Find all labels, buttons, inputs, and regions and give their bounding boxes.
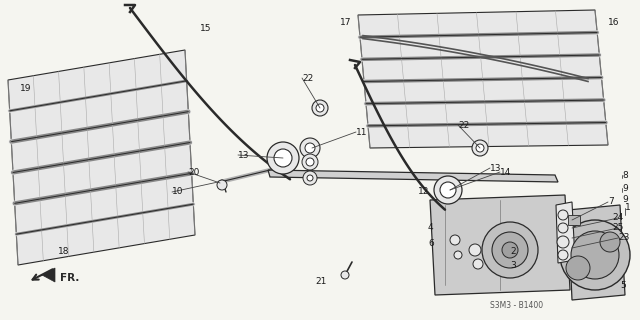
Text: 12: 12 (418, 188, 429, 196)
Circle shape (600, 232, 620, 252)
Text: 5: 5 (620, 281, 626, 290)
Circle shape (502, 242, 518, 258)
Text: 9: 9 (622, 196, 628, 204)
Text: 10: 10 (172, 188, 184, 196)
Circle shape (492, 232, 528, 268)
Text: 19: 19 (20, 84, 31, 92)
Circle shape (267, 142, 299, 174)
Polygon shape (42, 268, 55, 282)
Circle shape (571, 231, 619, 279)
Circle shape (302, 154, 318, 170)
Circle shape (566, 256, 590, 280)
Text: 13: 13 (238, 150, 250, 159)
Text: 15: 15 (200, 23, 211, 33)
Circle shape (312, 100, 328, 116)
Text: 21: 21 (315, 277, 326, 286)
Text: FR.: FR. (60, 273, 79, 283)
Circle shape (434, 176, 462, 204)
Polygon shape (568, 215, 580, 225)
Circle shape (274, 149, 292, 167)
Circle shape (454, 251, 462, 259)
Text: 25: 25 (612, 223, 623, 233)
Circle shape (558, 250, 568, 260)
Circle shape (307, 175, 313, 181)
Circle shape (303, 171, 317, 185)
Text: 3: 3 (510, 261, 516, 270)
Text: 20: 20 (188, 167, 200, 177)
Circle shape (300, 138, 320, 158)
Circle shape (560, 220, 630, 290)
Polygon shape (556, 202, 575, 263)
Polygon shape (358, 10, 608, 148)
Circle shape (473, 259, 483, 269)
Circle shape (476, 144, 484, 152)
Text: 16: 16 (608, 18, 620, 27)
Text: 11: 11 (356, 127, 367, 137)
Text: 7: 7 (608, 197, 614, 206)
Polygon shape (268, 170, 558, 182)
Text: 2: 2 (510, 247, 516, 257)
Text: 6: 6 (428, 239, 434, 249)
Circle shape (557, 236, 569, 248)
Circle shape (450, 235, 460, 245)
Circle shape (482, 222, 538, 278)
Circle shape (217, 180, 227, 190)
Circle shape (341, 271, 349, 279)
Text: 4: 4 (428, 223, 434, 233)
Circle shape (469, 244, 481, 256)
Circle shape (316, 104, 324, 112)
Text: 22: 22 (302, 74, 313, 83)
Circle shape (558, 223, 568, 233)
Circle shape (305, 143, 315, 153)
Text: 8: 8 (622, 171, 628, 180)
Text: 17: 17 (340, 18, 351, 27)
Text: 13: 13 (490, 164, 502, 172)
Text: 14: 14 (500, 167, 511, 177)
Text: 24: 24 (612, 213, 623, 222)
Text: 9: 9 (622, 183, 628, 193)
Polygon shape (8, 50, 195, 265)
Text: 22: 22 (458, 121, 469, 130)
Text: 23: 23 (618, 234, 629, 243)
Circle shape (306, 158, 314, 166)
Text: S3M3 - B1400: S3M3 - B1400 (490, 300, 543, 309)
Polygon shape (568, 205, 625, 300)
Polygon shape (430, 195, 570, 295)
Circle shape (440, 182, 456, 198)
Text: 18: 18 (58, 247, 70, 257)
Circle shape (558, 210, 568, 220)
Text: 1: 1 (625, 204, 631, 212)
Circle shape (472, 140, 488, 156)
